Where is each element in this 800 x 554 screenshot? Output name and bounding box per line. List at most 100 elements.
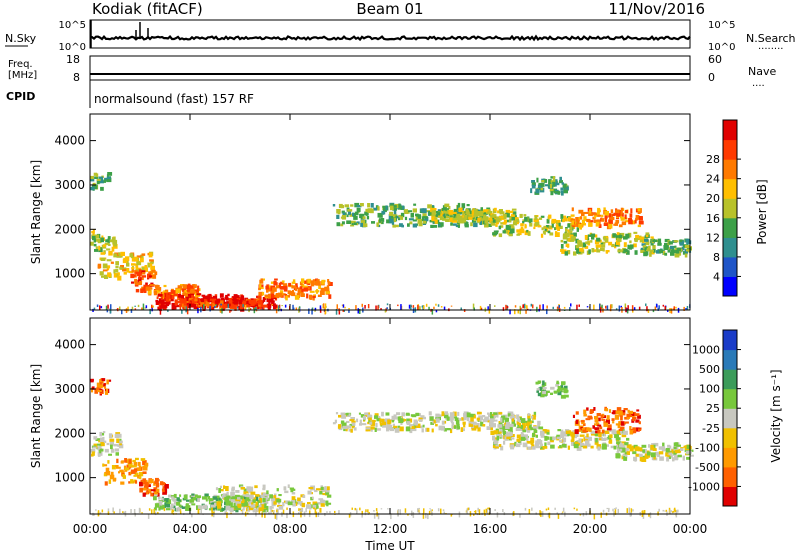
ground-scatter-1-36 [670,510,673,512]
data-cell-1-7-85 [595,422,600,426]
data-cell-1-5-78 [482,415,486,418]
data-cell-1-5-214 [490,415,495,421]
data-cell-0-3-19 [184,289,189,294]
data-cell-1-4-156 [225,486,229,491]
data-cell-0-7-92 [412,223,418,228]
data-cell-0-9-60 [558,225,563,229]
data-cell-1-7-102 [605,408,608,412]
data-cell-0-4-88 [231,296,236,300]
data-cell-0-1-69 [131,258,135,262]
data-cell-1-5-323 [342,425,348,430]
data-cell-1-0-25 [115,452,119,456]
data-cell-0-14-13 [540,183,545,187]
data-cell-0-6-64 [288,282,292,287]
data-cell-0-5-21 [219,304,222,310]
data-cell-1-6-102 [539,443,543,447]
data-cell-1-5-302 [532,414,536,420]
data-cell-0-2-13 [130,273,135,279]
data-cell-1-1-62 [133,474,136,477]
data-cell-0-10-61 [587,234,592,237]
data-cell-0-7-225 [367,203,370,208]
data-cell-1-6-201 [542,429,548,432]
data-cell-0-10-107 [622,250,626,254]
data-cell-1-5-320 [477,411,482,415]
ground-scatter-1-207 [324,513,326,517]
data-cell-1-5-139 [422,416,426,420]
data-cell-0-7-202 [370,208,374,214]
data-cell-1-7-64 [638,428,642,431]
data-cell-1-4-8 [270,497,276,502]
ground-scatter-1-239 [163,508,166,512]
data-cell-0-4-185 [225,294,228,298]
data-cell-1-5-250 [365,427,371,430]
data-cell-0-7-245 [416,214,422,217]
data-cell-0-7-218 [457,224,460,228]
data-cell-1-10-27 [542,380,545,386]
data-cell-0-12-38 [686,247,692,251]
data-cell-0-3-72 [193,285,197,289]
data-cell-0-12-13 [664,238,670,243]
ground-scatter-0-167 [230,309,232,312]
data-cell-0-9-51 [499,216,504,219]
data-cell-0-10-57 [615,234,619,239]
data-cell-1-5-140 [399,426,404,432]
data-cell-1-5-162 [449,417,454,421]
data-cell-0-10-50 [577,239,581,245]
data-cell-1-4-160 [230,499,235,503]
data-cell-0-2-24 [142,288,147,292]
data-cell-0-10-112 [615,240,620,246]
colorbar-swatch-0 [723,276,737,297]
data-cell-1-0-28 [99,437,104,442]
data-cell-0-8-48 [512,211,517,215]
data-cell-1-3-143 [207,496,211,500]
data-cell-1-5-322 [379,418,382,424]
data-cell-1-5-318 [476,417,480,421]
data-cell-0-12-71 [646,247,650,252]
data-cell-0-3-30 [177,296,180,301]
data-cell-0-4-122 [206,298,210,303]
data-cell-1-8-60 [667,444,670,448]
data-cell-0-10-4 [600,247,604,251]
x-tick-label-2: 08:00 [273,522,308,536]
ground-scatter-0-219 [386,307,388,310]
data-cell-0-2-35 [154,271,158,276]
data-cell-1-1-67 [134,468,138,473]
data-cell-1-2-25 [143,485,149,490]
ground-scatter-0-7 [578,304,580,307]
data-cell-1-3-110 [177,506,181,512]
data-cell-0-10-82 [562,234,568,240]
data-cell-0-7-232 [389,211,394,216]
x-tick-label-1: 04:00 [173,522,208,536]
data-cell-0-1-32 [149,262,154,265]
ground-scatter-1-259 [548,512,551,519]
data-cell-1-6-172 [565,430,571,434]
data-cell-0-5-121 [223,304,228,309]
data-cell-0-6-65 [280,287,284,290]
data-cell-0-6-52 [289,290,293,296]
ground-scatter-1-123 [524,507,527,511]
data-cell-0-11-103 [579,216,583,220]
data-cell-0-5-124 [258,299,263,305]
data-cell-1-5-255 [362,423,367,426]
data-cell-0-7-32 [406,210,410,214]
ground-scatter-1-212 [246,508,248,512]
data-cell-1-8-39 [644,454,649,459]
data-cell-0-12-36 [684,252,688,258]
data-cell-1-7-86 [621,410,626,413]
data-cell-1-4-136 [237,497,242,500]
ground-scatter-0-174 [520,307,522,310]
data-cell-1-4-123 [273,501,277,505]
data-cell-0-0-34 [103,244,107,247]
data-cell-0-12-20 [681,246,685,251]
data-cell-1-3-94 [177,499,181,502]
ground-scatter-0-85 [563,306,566,309]
data-cell-0-7-228 [359,213,364,219]
data-cell-1-4-80 [255,494,260,497]
data-cell-0-4-171 [166,294,171,299]
ground-scatter-1-35 [387,508,389,510]
data-cell-1-6-204 [571,432,575,438]
data-cell-1-3-100 [170,506,173,510]
ground-scatter-1-177 [298,508,300,512]
data-cell-1-1-52 [138,465,142,468]
data-cell-0-11-90 [620,210,623,215]
